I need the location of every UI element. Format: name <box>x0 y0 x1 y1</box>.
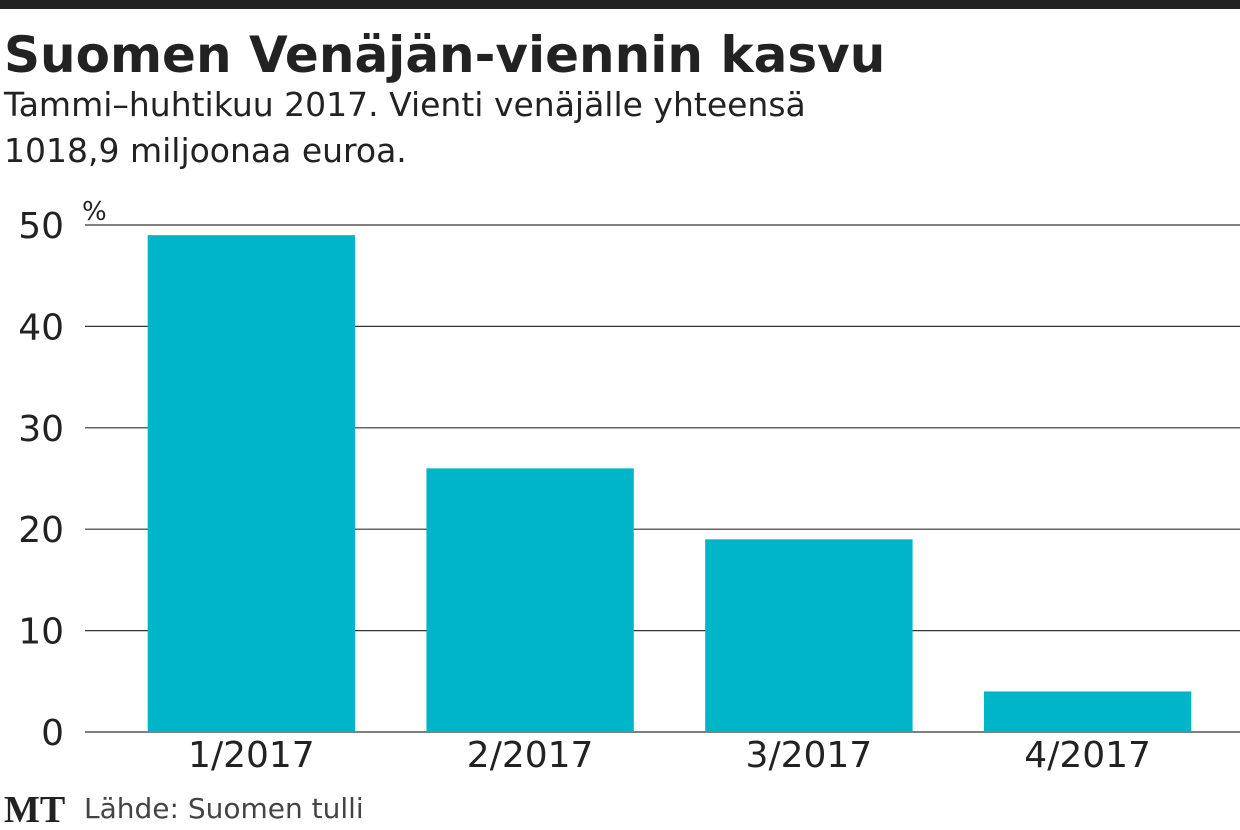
y-tick-label: 50 <box>18 206 64 247</box>
x-tick-label: 3/2017 <box>746 735 873 776</box>
source: Lähde: Suomen tulli <box>84 792 364 825</box>
y-tick-label: 20 <box>18 510 64 551</box>
subtitle: Tammi–huhtikuu 2017. Vienti venäjälle yh… <box>3 85 806 124</box>
y-tick-label: 10 <box>18 612 64 653</box>
x-tick-label: 4/2017 <box>1024 735 1151 776</box>
top-rule <box>0 0 1240 9</box>
y-axis-unit: % <box>82 197 107 227</box>
y-tick-label: 30 <box>18 409 64 450</box>
bar <box>705 539 913 732</box>
chart-title: Suomen Venäjän-viennin kasvu <box>4 26 885 84</box>
bar <box>426 468 634 732</box>
bar <box>147 235 356 732</box>
bar <box>983 691 1192 732</box>
y-tick-label: 40 <box>18 307 64 348</box>
logo: MT <box>4 789 65 830</box>
y-tick-label: 0 <box>41 713 64 754</box>
subtitle: 1018,9 miljoonaa euroa. <box>4 131 407 170</box>
x-tick-label: 2/2017 <box>467 735 594 776</box>
x-tick-label: 1/2017 <box>188 735 315 776</box>
